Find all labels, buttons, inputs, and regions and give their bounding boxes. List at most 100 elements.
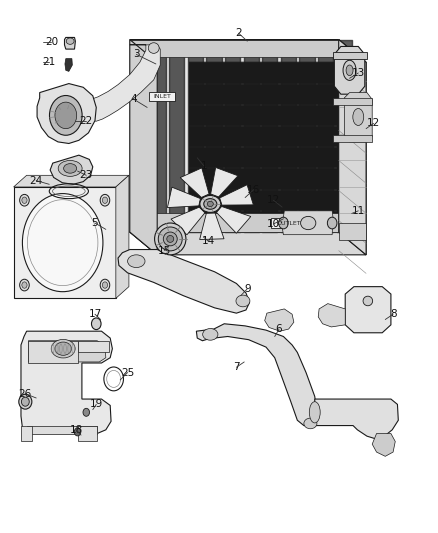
Polygon shape: [37, 84, 96, 143]
Ellipse shape: [21, 397, 29, 406]
Polygon shape: [130, 232, 366, 255]
Ellipse shape: [363, 296, 373, 306]
Ellipse shape: [55, 342, 71, 356]
Polygon shape: [333, 52, 367, 59]
Ellipse shape: [167, 236, 174, 243]
Text: OUTLET: OUTLET: [276, 221, 301, 225]
Ellipse shape: [343, 60, 356, 80]
Polygon shape: [339, 223, 366, 240]
Polygon shape: [339, 39, 366, 255]
Polygon shape: [282, 211, 333, 235]
Polygon shape: [21, 331, 113, 433]
Polygon shape: [171, 207, 205, 235]
Text: 24: 24: [30, 175, 43, 185]
Polygon shape: [196, 324, 317, 425]
Polygon shape: [333, 98, 372, 105]
Text: 7: 7: [233, 362, 240, 372]
Text: 22: 22: [80, 116, 93, 126]
Text: 25: 25: [121, 368, 134, 377]
Polygon shape: [50, 155, 93, 184]
Polygon shape: [14, 187, 116, 298]
Ellipse shape: [327, 217, 337, 229]
Ellipse shape: [83, 408, 89, 416]
Ellipse shape: [74, 428, 81, 436]
Polygon shape: [372, 433, 395, 456]
Ellipse shape: [309, 402, 320, 423]
Polygon shape: [27, 425, 97, 433]
Text: 14: 14: [201, 236, 215, 246]
Polygon shape: [130, 39, 339, 232]
Ellipse shape: [100, 195, 110, 206]
Ellipse shape: [155, 223, 186, 255]
Polygon shape: [118, 249, 250, 313]
Text: INLET: INLET: [153, 94, 171, 99]
Polygon shape: [81, 45, 160, 121]
Polygon shape: [28, 341, 78, 363]
Ellipse shape: [236, 295, 250, 307]
Ellipse shape: [353, 109, 364, 125]
Ellipse shape: [203, 328, 218, 340]
Polygon shape: [167, 187, 201, 207]
Ellipse shape: [92, 318, 101, 329]
Ellipse shape: [51, 340, 75, 358]
Polygon shape: [130, 39, 188, 232]
Ellipse shape: [127, 255, 145, 268]
Polygon shape: [78, 341, 110, 352]
Ellipse shape: [22, 193, 103, 292]
Text: 23: 23: [80, 171, 93, 180]
Polygon shape: [315, 399, 398, 439]
Ellipse shape: [279, 217, 288, 229]
Ellipse shape: [100, 279, 110, 291]
Ellipse shape: [148, 43, 159, 53]
Polygon shape: [65, 59, 72, 71]
Ellipse shape: [64, 164, 77, 173]
Polygon shape: [344, 93, 372, 142]
Polygon shape: [130, 214, 339, 232]
Text: 17: 17: [88, 309, 102, 319]
Ellipse shape: [19, 394, 32, 409]
Polygon shape: [216, 206, 251, 233]
Text: 21: 21: [42, 58, 56, 67]
Polygon shape: [345, 287, 391, 333]
Text: 18: 18: [70, 425, 83, 435]
Polygon shape: [265, 309, 294, 331]
Ellipse shape: [55, 102, 77, 128]
Polygon shape: [14, 175, 129, 187]
Ellipse shape: [300, 216, 316, 230]
Ellipse shape: [49, 95, 82, 135]
Ellipse shape: [207, 201, 213, 207]
Ellipse shape: [200, 196, 221, 213]
Polygon shape: [130, 39, 157, 255]
Ellipse shape: [20, 279, 29, 291]
Text: 19: 19: [90, 399, 103, 409]
Ellipse shape: [304, 418, 317, 429]
Polygon shape: [64, 37, 75, 49]
Text: 2: 2: [235, 28, 242, 38]
Polygon shape: [339, 39, 366, 255]
Polygon shape: [180, 168, 209, 197]
Polygon shape: [200, 213, 224, 239]
Text: 26: 26: [19, 389, 32, 399]
Polygon shape: [116, 175, 129, 298]
Ellipse shape: [163, 232, 177, 246]
Text: 12: 12: [367, 118, 380, 128]
Polygon shape: [21, 425, 32, 441]
Text: 15: 15: [158, 246, 171, 256]
Text: 11: 11: [352, 206, 365, 216]
Text: 12: 12: [267, 195, 280, 205]
Ellipse shape: [66, 38, 74, 44]
Polygon shape: [318, 304, 345, 327]
Ellipse shape: [58, 160, 82, 176]
Text: 9: 9: [244, 284, 251, 294]
Text: 5: 5: [92, 218, 98, 228]
Polygon shape: [130, 39, 339, 57]
Ellipse shape: [102, 282, 108, 288]
Ellipse shape: [158, 227, 182, 251]
Ellipse shape: [22, 282, 27, 288]
Polygon shape: [220, 185, 254, 205]
Polygon shape: [271, 217, 306, 228]
Polygon shape: [28, 341, 106, 362]
Text: 16: 16: [247, 184, 261, 195]
Ellipse shape: [346, 65, 353, 76]
Text: 8: 8: [390, 309, 396, 319]
